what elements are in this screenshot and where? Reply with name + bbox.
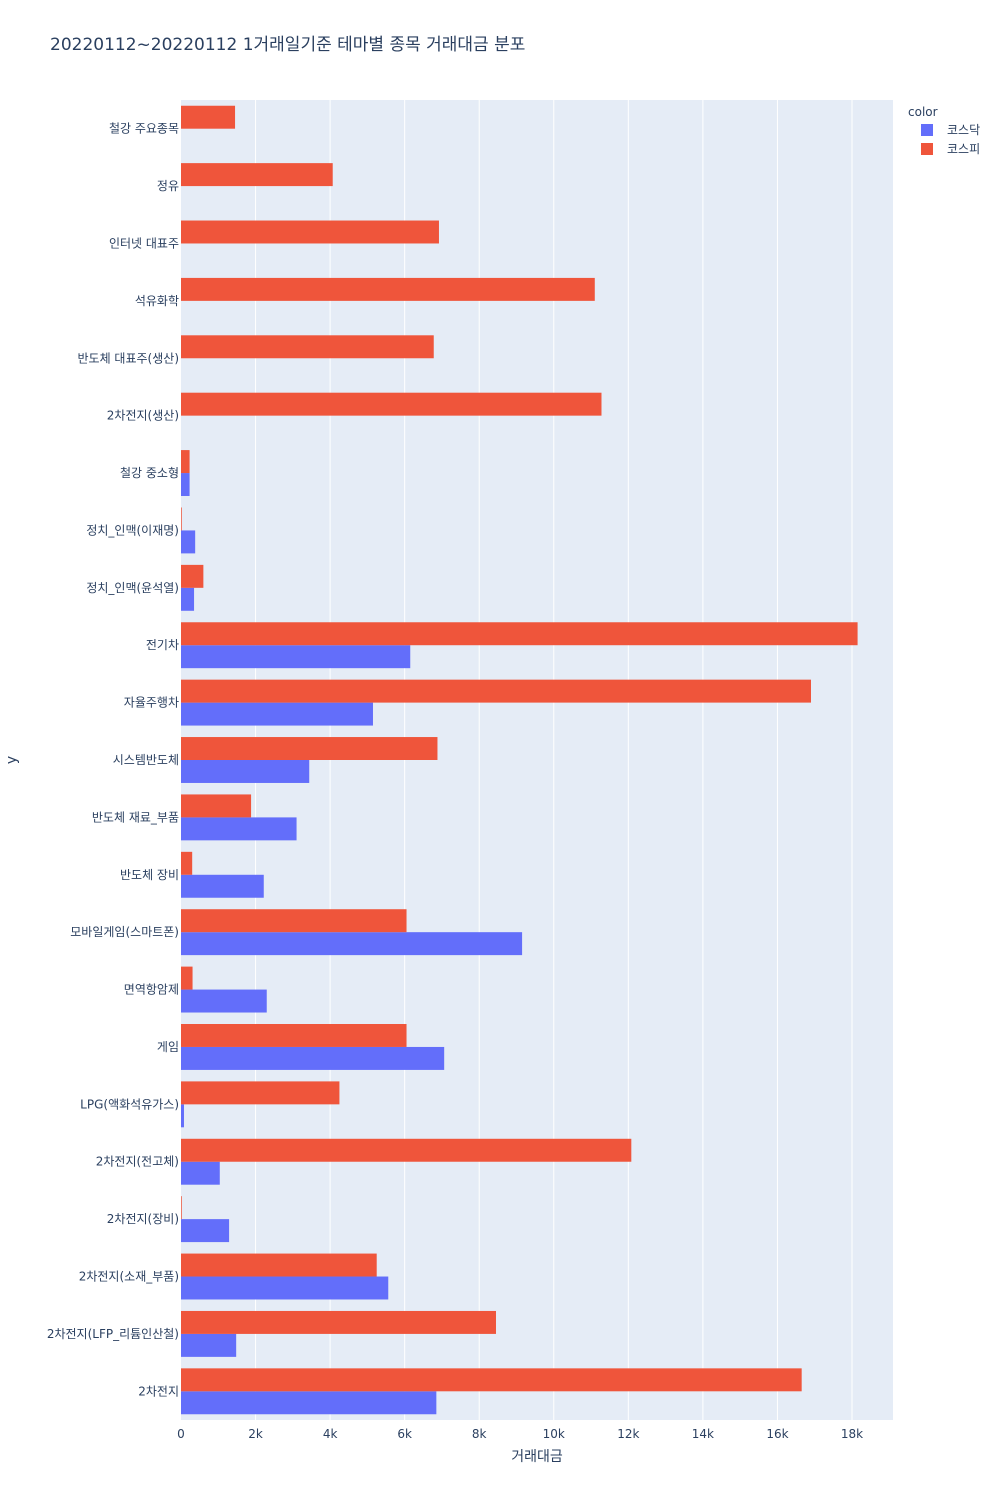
y-tick-label: 철강 주요종목 (109, 122, 179, 136)
bar-kosdaq (181, 1046, 445, 1070)
bar-kosdaq (181, 817, 297, 841)
bar-kosdaq (181, 530, 196, 554)
bar-kosdaq (181, 473, 190, 496)
bar-kospi (181, 1196, 182, 1220)
bar-kospi (181, 1081, 340, 1105)
y-tick-label: 반도체 재료_부품 (92, 810, 179, 824)
bar-kospi (181, 1310, 496, 1334)
x-tick-label: 4k (323, 1427, 338, 1441)
y-tick-label: 2차전지(전고체) (96, 1155, 179, 1169)
x-tick-label: 8k (472, 1427, 487, 1441)
x-tick-label: 18k (841, 1427, 863, 1441)
bar-kospi (181, 909, 407, 933)
bar-kospi (181, 794, 252, 818)
y-tick-labels: 2차전지 2차전지(LFP_리튬인산철) 2차전지(소재_부품) 2차전지(장비) 2차… (47, 122, 179, 1399)
x-tick-label: 0 (177, 1427, 185, 1441)
y-tick-label: 정치_인맥(이재명) (86, 523, 179, 537)
legend-label: 코스피 (947, 142, 980, 156)
y-tick-label: 시스템반도체 (113, 753, 179, 767)
y-tick-label: 전기차 (146, 638, 179, 652)
bar-kospi (181, 277, 595, 301)
bar-kosdaq (181, 989, 267, 1013)
y-axis-title: y (4, 756, 20, 764)
y-tick-label: 철강 중소형 (120, 466, 179, 480)
legend-swatch (921, 124, 933, 136)
y-tick-label: 자율주행차 (124, 695, 179, 710)
bar-kosdaq (181, 1104, 184, 1128)
bar-kosdaq (181, 1391, 437, 1415)
y-tick-label: 정치_인맥(윤석열) (86, 581, 179, 595)
y-tick-label: 정유 (157, 179, 179, 193)
bar-kospi (181, 737, 438, 760)
legend-label: 코스닥 (947, 123, 980, 137)
x-tick-labels: 0 2k 4k 6k 8k 10k 12k 14k 16k 18k (177, 1427, 863, 1441)
chart-title: 20220112~20220112 1거래일기준 테마별 종목 거래대금 분포 (50, 35, 525, 55)
bar-kospi (181, 450, 190, 474)
y-tick-label: 반도체 장비 (120, 868, 179, 882)
y-tick-label: 2차전지(소재_부품) (79, 1270, 179, 1284)
x-tick-label: 6k (397, 1427, 412, 1441)
bar-kospi (181, 966, 193, 990)
y-tick-label: 2차전지(장비) (107, 1212, 179, 1226)
bar-kosdaq (181, 587, 195, 611)
bar-kosdaq (181, 702, 373, 726)
bar-kospi (181, 564, 204, 588)
y-tick-label: 2차전지 (138, 1384, 179, 1398)
bar-kosdaq (181, 1161, 220, 1185)
y-tick-label: 인터넷 대표주 (109, 236, 179, 250)
x-tick-label: 14k (692, 1427, 714, 1441)
bar-kospi (181, 1138, 632, 1162)
bar-kosdaq (181, 932, 523, 956)
x-tick-label: 2k (248, 1427, 263, 1441)
bar-kospi (181, 1253, 377, 1277)
legend-swatch (921, 143, 933, 155)
bar-kosdaq (181, 1333, 237, 1357)
x-tick-label: 16k (766, 1427, 788, 1441)
y-tick-label: 반도체 대표주(생산) (78, 351, 180, 365)
y-tick-label: 게임 (157, 1040, 179, 1054)
bar-kospi (181, 105, 236, 129)
y-tick-label: 2차전지(생산) (107, 409, 179, 423)
bar-kosdaq (181, 874, 264, 898)
y-tick-label: 석유화학 (135, 294, 179, 308)
bar-kospi (181, 335, 434, 359)
bar-kospi (181, 622, 858, 646)
bar-kosdaq (181, 1276, 389, 1300)
bar-kospi (181, 220, 439, 244)
bar-kospi (181, 392, 602, 416)
x-axis-title: 거래대금 (511, 1449, 563, 1465)
bar-kosdaq (181, 645, 411, 669)
y-tick-label: LPG(액화석유가스) (80, 1097, 179, 1111)
y-tick-label: 면역항암제 (124, 983, 179, 997)
bar-kospi (181, 163, 333, 187)
bars (181, 105, 858, 1415)
bar-kospi (181, 1368, 802, 1392)
y-tick-label: 모바일게임(스마트폰) (70, 925, 179, 939)
bar-kosdaq (181, 1219, 230, 1243)
bar-kosdaq (181, 760, 310, 783)
x-tick-label: 10k (543, 1427, 565, 1441)
bar-kospi (181, 679, 811, 703)
bar-kospi (181, 507, 182, 531)
bar-kospi (181, 851, 193, 875)
legend-title: color (908, 105, 938, 119)
x-tick-label: 12k (617, 1427, 639, 1441)
y-tick-label: 2차전지(LFP_리튬인산철) (47, 1327, 179, 1341)
bar-kospi (181, 1024, 407, 1047)
